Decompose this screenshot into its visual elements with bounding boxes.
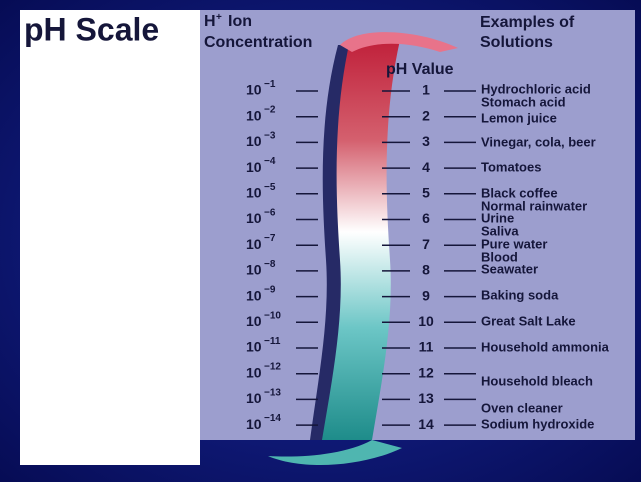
concentration-base: 10 (246, 185, 262, 201)
ph-value: 6 (422, 210, 430, 226)
ph-value: 4 (422, 159, 430, 175)
white-panel (20, 10, 200, 465)
concentration-exponent: −2 (264, 105, 276, 116)
ribbon-bottom-curl (268, 440, 402, 466)
example: Household bleach (481, 373, 593, 388)
concentration-base: 10 (246, 236, 262, 252)
ph-value: 3 (422, 133, 430, 149)
concentration-exponent: −6 (264, 208, 276, 219)
concentration-base: 10 (246, 159, 262, 175)
example: Hydrochloric acid (481, 81, 591, 96)
example: Normal rainwater (481, 198, 587, 213)
ph-value: 8 (422, 262, 430, 278)
concentration-exponent: −10 (264, 310, 281, 321)
header-text: Concentration (204, 34, 312, 51)
example: Blood (481, 249, 518, 264)
concentration-exponent: −5 (264, 182, 276, 193)
ph-value: 14 (418, 416, 434, 432)
ph-value: 1 (422, 82, 430, 98)
concentration-base: 10 (246, 339, 262, 355)
example: Household ammonia (481, 339, 610, 354)
example: Great Salt Lake (481, 313, 576, 328)
ph-value: 5 (422, 185, 430, 201)
header-charge: + (216, 12, 222, 23)
concentration-base: 10 (246, 133, 262, 149)
example: Sodium hydroxide (481, 416, 594, 431)
concentration-base: 10 (246, 313, 262, 329)
ribbon-top-curl (340, 32, 458, 52)
concentration-exponent: −14 (264, 413, 281, 424)
example: Black coffee (481, 185, 558, 200)
example: Urine (481, 210, 514, 225)
concentration-base: 10 (246, 82, 262, 98)
concentration-base: 10 (246, 390, 262, 406)
ph-value: 10 (418, 313, 434, 329)
concentration-exponent: −13 (264, 387, 281, 398)
header-symbol: H (204, 13, 216, 30)
ribbon-back (310, 45, 355, 440)
concentration-exponent: −11 (264, 336, 281, 347)
concentration-exponent: −1 (264, 79, 276, 90)
ph-value: 13 (418, 390, 434, 406)
ribbon (322, 40, 400, 440)
concentration-exponent: −3 (264, 130, 276, 141)
example: Seawater (481, 261, 538, 276)
header-text: pH Value (386, 61, 454, 78)
header-text: Examples of (480, 14, 575, 31)
ph-value: 9 (422, 287, 430, 303)
concentration-exponent: −4 (264, 156, 276, 167)
concentration-base: 10 (246, 210, 262, 226)
scale-panel (200, 10, 635, 440)
concentration-base: 10 (246, 107, 262, 123)
example: Tomatoes (481, 159, 541, 174)
concentration-exponent: −7 (264, 233, 276, 244)
title: pH Scale (24, 11, 159, 47)
ph-value: 2 (422, 107, 430, 123)
ph-value: 12 (418, 364, 434, 380)
example: Oven cleaner (481, 400, 563, 415)
example: Saliva (481, 223, 519, 238)
example: Baking soda (481, 287, 559, 302)
concentration-exponent: −8 (264, 259, 276, 270)
example: Pure water (481, 236, 547, 251)
concentration-base: 10 (246, 262, 262, 278)
example: Stomach acid (481, 94, 566, 109)
ph-value: 7 (422, 236, 430, 252)
ph-value: 11 (419, 339, 434, 355)
example: Vinegar, cola, beer (481, 134, 596, 149)
concentration-base: 10 (246, 416, 262, 432)
example: Lemon juice (481, 110, 557, 125)
concentration-base: 10 (246, 287, 262, 303)
concentration-base: 10 (246, 364, 262, 380)
header-text: Solutions (480, 34, 553, 51)
concentration-exponent: −12 (264, 362, 281, 373)
header-text: Ion (228, 13, 252, 30)
concentration-exponent: −9 (264, 285, 276, 296)
